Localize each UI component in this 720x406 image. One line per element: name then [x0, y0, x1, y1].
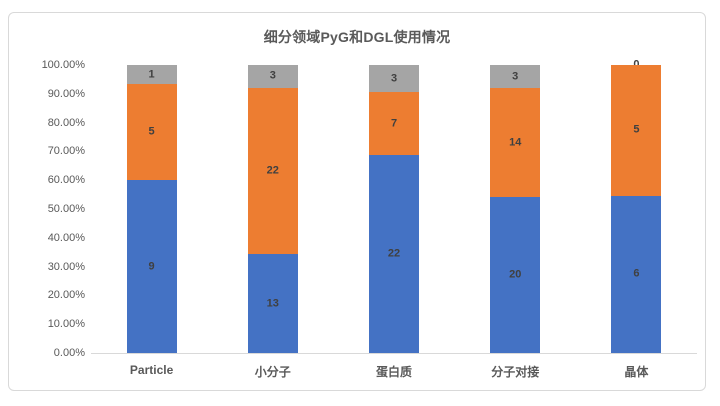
data-label: 14 [509, 136, 522, 149]
bar-segment-series-orange: 5 [126, 84, 177, 181]
stacked-bar: 056 [611, 59, 662, 353]
data-label: 20 [509, 268, 522, 281]
stacked-bar: 3 7 22 [369, 65, 419, 353]
y-axis: 100.00% 90.00% 80.00% 70.00% 60.00% 50.00% 40.… [9, 59, 85, 359]
bar-segment-series-blue: 9 [126, 180, 177, 353]
y-axis-tick-label: 50.00% [47, 203, 85, 215]
stacked-bar: 1 5 9 [126, 65, 177, 353]
bar-slot: 3 7 22 [333, 65, 454, 353]
bar-segment-series-orange: 22 [247, 87, 298, 255]
bar-slot: 3 22 13 [212, 65, 333, 353]
bar-segment-series-gray: 1 [126, 65, 177, 85]
y-axis-tick-label: 70.00% [47, 145, 85, 158]
plot-area: 15932213372231420056 [91, 59, 697, 354]
y-axis-tick-label: 0.00% [53, 347, 85, 359]
x-axis-category-label: 小分子 [254, 365, 291, 379]
y-axis-tick-label: 10.00% [47, 318, 85, 331]
x-axis-category-label: 蛋白质 [376, 365, 413, 379]
bar-segment-series-orange: 14 [490, 88, 541, 198]
data-label: 6 [633, 267, 640, 280]
data-label: 22 [387, 247, 401, 260]
bar-segment-series-gray: 3 [247, 65, 298, 88]
bar-segment-series-blue: 20 [490, 197, 541, 353]
bar-segment-series-blue: 6 [611, 195, 662, 353]
data-label: 9 [148, 260, 155, 273]
y-axis-tick-label: 60.00% [47, 174, 85, 187]
bar-segment-series-blue: 22 [369, 155, 419, 353]
x-axis-category-label: Particle [129, 363, 174, 377]
data-label: 22 [266, 164, 279, 177]
chart-frame: 细分领域PyG和DGL使用情况 100.00% 90.00% 80.00% 70.00… [8, 12, 706, 391]
y-axis-tick-label: 90.00% [47, 87, 85, 100]
x-axis-labels: Particle 小分子 蛋白质 分子对接 晶体 [91, 363, 697, 380]
y-axis-tick-label: 100.00% [41, 59, 85, 71]
bar-segment-series-gray: 3 [490, 65, 541, 89]
chart-title: 细分领域PyG和DGL使用情况 [263, 29, 451, 45]
bar-segment-series-blue: 13 [247, 254, 298, 353]
y-axis-tick-label: 80.00% [47, 116, 85, 129]
y-axis-tick-label: 40.00% [47, 231, 85, 244]
y-axis-tick-label: 20.00% [47, 289, 85, 302]
data-label: 13 [266, 297, 279, 310]
bar-slot: 1 5 9 [91, 65, 212, 353]
data-label: 7 [390, 117, 398, 129]
bar-segment-series-gray: 3 [369, 65, 419, 92]
bar-slot: 056 [576, 59, 697, 353]
y-axis-tick-label: 30.00% [47, 260, 85, 273]
bar-segment-series-orange: 5 [611, 65, 662, 196]
stacked-bar: 3 22 13 [247, 65, 298, 353]
x-axis-category-label: 晶体 [624, 365, 649, 379]
data-label: 3 [269, 69, 276, 82]
data-label: 1 [148, 68, 155, 81]
bar-slot: 3 14 20 [455, 65, 576, 353]
data-label: 5 [633, 123, 640, 136]
data-label: 3 [390, 72, 398, 84]
data-label: 5 [148, 125, 155, 138]
x-axis-category-label: 分子对接 [491, 365, 540, 379]
data-label: 3 [512, 70, 519, 83]
bar-segment-series-orange: 7 [369, 92, 419, 155]
stacked-bar: 3 14 20 [490, 65, 541, 353]
